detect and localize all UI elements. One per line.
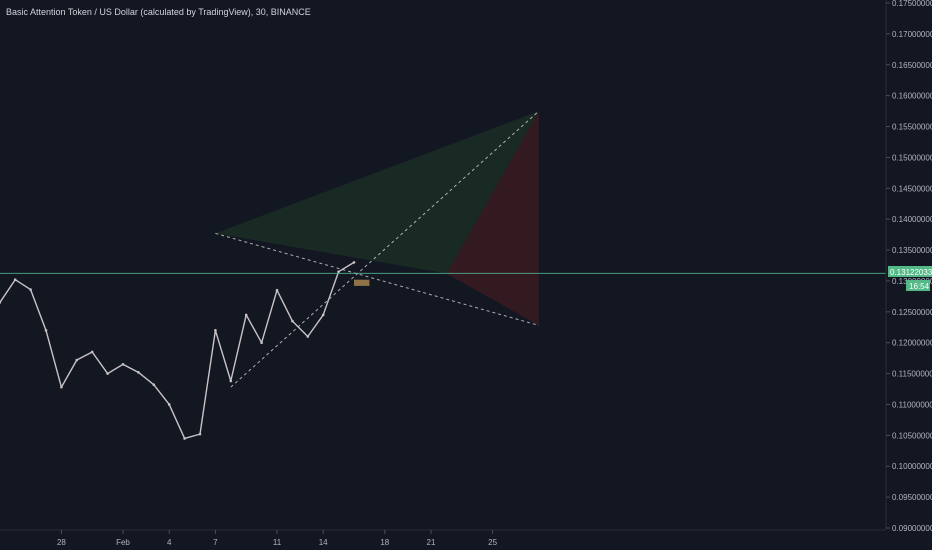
price-tick-label: 0.12500000 xyxy=(892,308,932,317)
price-tick-label: 0.10500000 xyxy=(892,431,932,440)
price-tag-value: 0.13122033 xyxy=(890,268,932,277)
price-tick-label: 0.15000000 xyxy=(892,153,932,162)
price-tag-background xyxy=(888,266,932,277)
price-point xyxy=(0,301,2,304)
projection-zones xyxy=(215,111,539,326)
price-point xyxy=(29,288,32,291)
time-tick-label: 28 xyxy=(57,538,66,547)
price-point xyxy=(244,313,248,317)
price-line xyxy=(0,261,355,440)
price-point xyxy=(13,278,17,282)
price-tick-label: 0.11000000 xyxy=(892,400,932,409)
price-point xyxy=(121,363,125,366)
price-tick-label: 0.10000000 xyxy=(892,462,932,471)
current-price-tag: 0.13122033 16:54 xyxy=(888,266,932,291)
price-tick-label: 0.17000000 xyxy=(892,30,932,39)
price-tick-label: 0.16000000 xyxy=(892,92,932,101)
price-point xyxy=(152,383,156,387)
price-point xyxy=(260,341,263,345)
price-point xyxy=(106,372,109,375)
price-point xyxy=(275,288,279,292)
price-series xyxy=(0,261,356,440)
price-point xyxy=(214,329,217,332)
price-tick-label: 0.12000000 xyxy=(892,339,932,348)
highlight-box xyxy=(354,279,370,286)
price-tick-label: 0.16500000 xyxy=(892,61,932,70)
time-tick-label: Feb xyxy=(116,538,130,547)
time-tick-label: 21 xyxy=(427,538,436,547)
descending-trendline xyxy=(215,232,539,326)
price-point xyxy=(321,313,325,317)
price-point xyxy=(183,437,186,440)
price-point xyxy=(75,358,79,362)
green-zone xyxy=(215,111,539,274)
price-point xyxy=(90,350,94,354)
time-tick-label: 7 xyxy=(213,538,218,547)
ascending-trendline xyxy=(230,110,540,388)
price-tick-label: 0.09500000 xyxy=(892,493,932,502)
price-tick-label: 0.09000000 xyxy=(892,524,932,533)
time-tick-label: 11 xyxy=(273,538,282,547)
time-tick-label: 14 xyxy=(319,538,328,547)
time-tick-label: 18 xyxy=(380,538,389,547)
countdown-tag-background xyxy=(906,280,930,291)
price-point xyxy=(229,379,233,383)
price-point xyxy=(167,403,171,406)
price-point xyxy=(352,261,356,264)
price-point xyxy=(291,319,294,323)
chart-title: Basic Attention Token / US Dollar (calcu… xyxy=(6,7,311,17)
price-tick-label: 0.13500000 xyxy=(892,246,932,255)
price-point xyxy=(306,335,310,338)
price-point xyxy=(60,385,63,389)
time-tick-label: 25 xyxy=(488,538,497,547)
price-point xyxy=(337,270,340,273)
countdown-value: 16:54 xyxy=(909,282,930,291)
price-tick-label: 0.14500000 xyxy=(892,184,932,193)
trend-lines xyxy=(215,110,540,388)
price-point xyxy=(44,329,48,332)
price-tick-label: 0.15500000 xyxy=(892,123,932,132)
time-tick-label: 4 xyxy=(167,538,172,547)
time-scale[interactable]: 28 Feb 4 7 11 14 18 21 25 xyxy=(0,529,886,547)
price-tick-label: 0.17500000 xyxy=(892,0,932,8)
price-tick-label: 0.14000000 xyxy=(892,215,932,224)
red-zone xyxy=(446,111,539,326)
price-point xyxy=(137,371,140,374)
price-point xyxy=(198,432,202,436)
price-tick-label: 0.11500000 xyxy=(892,370,932,379)
